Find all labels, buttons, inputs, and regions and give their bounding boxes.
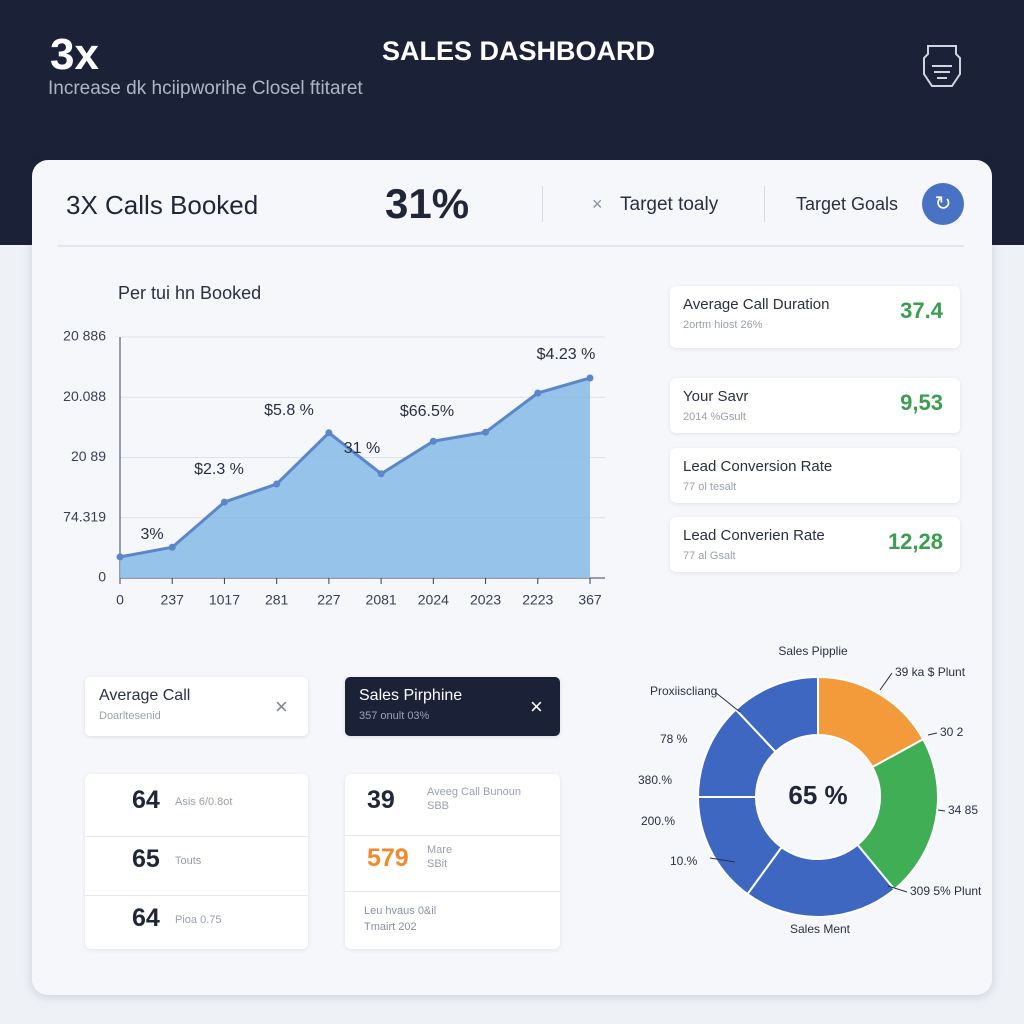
row-value: 64 [132,904,160,932]
row-label: Mare [427,844,453,856]
calls-booked: 3X Calls Booked [66,190,259,220]
row-value: 64 [132,786,160,814]
list-panel [85,774,308,949]
refresh-button[interactable]: ↻ [922,183,964,225]
header-badge: 3x [50,30,99,79]
tab-title: Sales Pirphine [359,687,463,704]
footer-text: Tmairt 202 [364,921,417,933]
rate: 31% [385,180,470,227]
row-label: Aveeg Call Bunoun [427,786,521,798]
card-title: Lead Conversion Rate [683,458,833,475]
header-icon[interactable] [920,40,964,100]
row-label: Touts [175,855,202,867]
card-sub: 77 al Gsalt [683,550,736,562]
row-label: Asis 6/0.8ot [175,796,233,808]
card-value: 37.4 [900,298,943,323]
target-goals[interactable]: Target Goals [796,194,899,214]
card-sub: 77 ol tesalt [683,481,737,493]
card-value: 9,53 [900,390,943,415]
card-title: Your Savr [683,388,749,405]
card-value: 12,28 [887,529,943,554]
separator [542,186,543,222]
tab-sub: Doarltesenid [99,710,161,722]
side-card [670,378,960,433]
tab-close[interactable]: × [275,694,288,719]
card-title: Lead Converien Rate [683,527,825,544]
row-sub: SBit [427,858,448,870]
header-subtitle: Increase dk hciipworihe Closel ftitaret [48,78,363,99]
footer-text: Leu hvaus 0&il [364,905,437,917]
tab-close[interactable]: × [530,694,543,719]
list-panel [345,774,560,949]
separator [764,186,765,222]
tab[interactable] [85,677,308,736]
row-divider [345,835,560,836]
side-card [670,517,960,572]
tab-sub: 357 onult 03% [359,710,430,722]
row-value: 65 [132,845,160,873]
divider [58,245,964,247]
side-card [670,286,960,348]
card-title: Average Call Duration [683,296,830,313]
row-label: Pioa 0.75 [175,914,222,926]
row-value: 39 [367,786,395,814]
row-divider [345,891,560,892]
side-card [670,448,960,503]
header-title: SALES DASHBOARD [382,36,656,66]
close-icon[interactable]: × [592,194,603,214]
target-today[interactable]: Target toaly [620,194,719,215]
tab-title: Average Call [99,687,191,704]
row-value: 579 [367,844,409,872]
row-divider [85,895,308,896]
card-sub: 2ortm hiost 26% [683,319,763,331]
row-sub: SBB [427,800,450,812]
tab[interactable] [345,677,560,736]
card-sub: 2014 %Gsult [683,411,746,423]
row-divider [85,836,308,837]
